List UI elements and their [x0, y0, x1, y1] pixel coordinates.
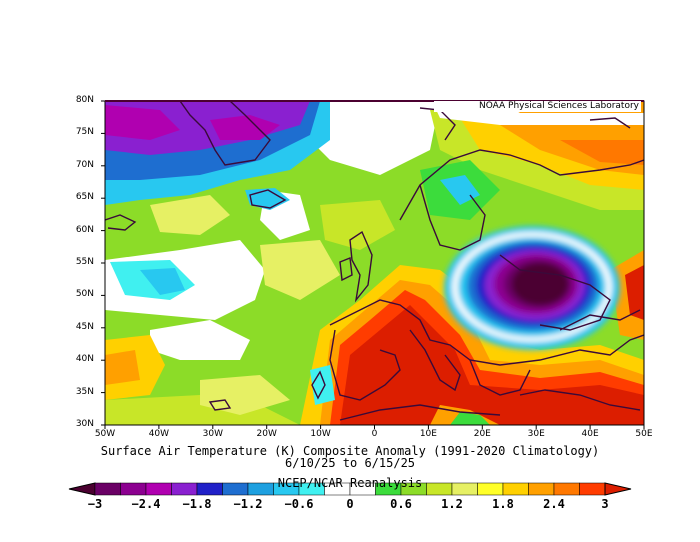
map-title: Surface Air Temperature (K) Composite An…	[100, 444, 600, 458]
colorbar-tick-label: 1.2	[441, 497, 463, 511]
neutral-region-north	[300, 101, 440, 175]
colorbar-tick-label: 0.6	[390, 497, 412, 511]
lat-tick-label: 30N	[75, 419, 94, 429]
colorbar	[68, 482, 632, 496]
colorbar-max-arrow	[604, 482, 632, 496]
date-range: 6/10/25 to 6/15/25	[284, 456, 416, 470]
lat-tick-label: 80N	[75, 95, 94, 105]
lat-tick-label: 50N	[75, 289, 94, 300]
credit-label: NOAA Physical Sciences Laboratory	[434, 101, 641, 112]
latitude-ticks	[101, 100, 105, 426]
lon-tick-label: 50E	[635, 429, 653, 439]
colorbar-tick-label: −1.8	[182, 497, 212, 511]
cold-anomaly-eastern-europe	[444, 226, 620, 350]
lat-tick-label: 40N	[75, 354, 94, 365]
lon-tick-label: 0	[371, 429, 378, 439]
lon-tick-label: 50W	[94, 429, 116, 439]
lat-tick-label: 55N	[75, 257, 94, 267]
lon-tick-label: 30E	[527, 429, 545, 439]
lon-tick-label: 20E	[473, 429, 491, 439]
colorbar-tick-label: 0	[346, 497, 354, 511]
lon-tick-label: 20W	[256, 429, 277, 439]
colorbar-tick-label: −3	[87, 497, 103, 511]
lon-tick-label: 10E	[419, 429, 437, 439]
lat-tick-label: 45N	[75, 321, 94, 332]
colorbar-tick-label: −0.6	[284, 497, 314, 511]
coastlines	[105, 101, 644, 421]
lon-tick-label: 40W	[148, 429, 170, 439]
lat-tick-label: 75N	[75, 127, 94, 138]
lat-tick-label: 65N	[75, 192, 94, 203]
colorbar-tick-label: 3	[601, 497, 609, 511]
lon-tick-label: 40E	[581, 429, 599, 439]
lat-tick-label: 60N	[75, 224, 94, 235]
longitude-ticks	[104, 425, 645, 429]
anomaly-field	[105, 101, 644, 425]
lon-tick-label: 30W	[202, 429, 223, 439]
lat-tick-label: 70N	[75, 159, 94, 170]
lat-tick-label: 35N	[75, 386, 94, 397]
neutral-region-central	[150, 320, 250, 360]
colorbar-tick-label: −2.4	[131, 497, 161, 511]
data-source: NCEP/NCAR Reanalysis	[277, 476, 423, 490]
colorbar-tick-label: 2.4	[543, 497, 565, 511]
colorbar-tick-label: −1.2	[233, 497, 263, 511]
colorbar-tick-label: 1.8	[492, 497, 514, 511]
lon-tick-label: 10W	[310, 429, 331, 439]
